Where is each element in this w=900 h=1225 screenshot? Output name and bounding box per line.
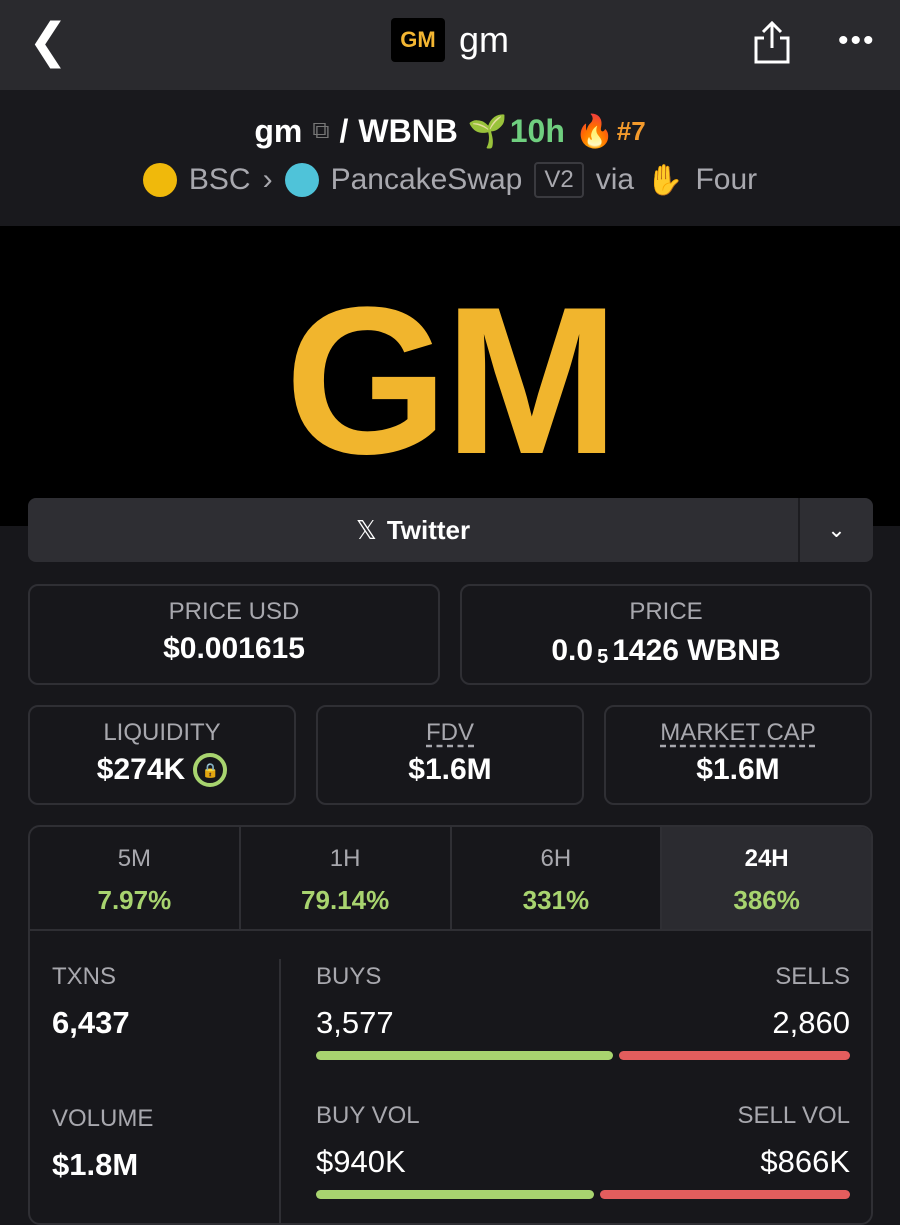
chevron-down-icon: ⌄	[827, 517, 846, 542]
top-bar: ❮ GM gm •••	[0, 0, 900, 90]
social-bar: 𝕏 Twitter ⌄	[28, 498, 873, 562]
buys-label: BUYS	[316, 963, 382, 990]
fdv-card: FDV $1.6M	[316, 705, 584, 805]
fdv-value: $1.6M	[408, 753, 492, 786]
tab-5m[interactable]: 5M 7.97%	[30, 827, 241, 929]
volume-value: $1.8M	[52, 1147, 139, 1182]
tab-label: 24H	[744, 845, 789, 872]
market-cap-label[interactable]: MARKET CAP	[660, 719, 816, 746]
banner-logo: GM	[284, 263, 619, 498]
app-title: GM gm	[0, 18, 900, 62]
price-usd-card: PRICE USD $0.001615	[28, 584, 440, 685]
tab-change: 7.97%	[97, 885, 172, 915]
sprout-icon: 🌱	[467, 113, 508, 149]
price-usd-value: $0.001615	[163, 632, 305, 665]
more-button[interactable]: •••	[838, 24, 876, 58]
dex-link[interactable]: PancakeSwap	[330, 163, 523, 196]
buys-bar	[316, 1051, 613, 1060]
buy-vol-label: BUY VOL	[316, 1102, 420, 1129]
price-native-label: PRICE	[629, 598, 703, 625]
pair-title: gm ⧉ / WBNB 🌱 10h 🔥 #7	[0, 112, 900, 150]
chain-link[interactable]: BSC	[188, 163, 251, 196]
tab-label: 5M	[117, 845, 152, 872]
price-native-card: PRICE 0.0 5 1426 WBNB	[460, 584, 872, 685]
price-prefix: 0.0	[551, 633, 594, 667]
sells-bar	[618, 1051, 850, 1060]
sell-vol-value: $866K	[760, 1144, 850, 1179]
copy-icon[interactable]: ⧉	[312, 117, 330, 144]
share-button[interactable]	[752, 20, 792, 64]
lock-icon[interactable]: 🔒	[193, 753, 228, 787]
buys-sells-bar	[316, 1051, 850, 1060]
hand-icon: ✋	[646, 163, 684, 197]
ellipsis-icon: •••	[838, 24, 876, 57]
base-token: gm	[254, 112, 303, 149]
pair-header: gm ⧉ / WBNB 🌱 10h 🔥 #7 BSC › PancakeSwap…	[0, 90, 900, 226]
launchpad-link[interactable]: Four	[695, 163, 758, 196]
liquidity-value: $274K	[96, 753, 186, 786]
back-button[interactable]: ❮	[28, 18, 68, 66]
timeframe-tabs: 5M 7.97% 1H 79.14% 6H 331% 24H 386%	[30, 827, 871, 931]
sell-vol-bar	[599, 1190, 850, 1199]
chevron-right-icon: ›	[262, 163, 273, 196]
tab-change: 331%	[522, 885, 590, 915]
route: BSC › PancakeSwap V2 via ✋ Four	[0, 162, 900, 198]
share-icon	[754, 20, 790, 64]
token-banner: GM	[0, 226, 900, 526]
tab-label: 6H	[540, 845, 572, 872]
token-title: gm	[458, 19, 509, 60]
tab-label: 1H	[329, 845, 361, 872]
volume-label: VOLUME	[52, 1105, 154, 1132]
buy-vol-value: $940K	[316, 1144, 406, 1179]
fdv-label[interactable]: FDV	[426, 719, 474, 746]
tab-change: 79.14%	[301, 885, 390, 915]
buys-value: 3,577	[316, 1005, 394, 1040]
via-text: via	[595, 163, 635, 196]
market-cap-card: MARKET CAP $1.6M	[604, 705, 872, 805]
fire-icon: 🔥	[574, 113, 615, 149]
liquidity-card: LIQUIDITY $274K 🔒	[28, 705, 296, 805]
chevron-left-icon: ❮	[28, 15, 69, 68]
price-usd-label: PRICE USD	[168, 598, 300, 625]
tab-change: 386%	[733, 885, 800, 915]
token-logo: GM	[390, 18, 445, 62]
version-badge: V2	[534, 162, 584, 198]
socials-dropdown[interactable]: ⌄	[798, 498, 873, 562]
stats-panel: 5M 7.97% 1H 79.14% 6H 331% 24H 386% TXNS 6,4…	[28, 825, 873, 1225]
sells-label: SELLS	[775, 963, 850, 990]
sells-value: 2,860	[772, 1005, 850, 1040]
price-native-value: 0.0 5 1426 WBNB	[462, 632, 870, 669]
tab-24h[interactable]: 24H 386%	[662, 827, 871, 929]
liquidity-label: LIQUIDITY	[103, 719, 221, 746]
twitter-label: Twitter	[386, 514, 471, 545]
price-digits: 1426 WBNB	[612, 633, 781, 667]
quote-token: WBNB	[358, 112, 458, 149]
volume-bar	[316, 1190, 850, 1199]
twitter-button[interactable]: 𝕏 Twitter	[28, 498, 798, 562]
trending-rank: #7	[616, 115, 646, 146]
pair-separator: /	[339, 112, 349, 149]
x-icon: 𝕏	[355, 514, 377, 545]
pair-age: 10h	[509, 112, 565, 149]
tab-6h[interactable]: 6H 331%	[452, 827, 663, 929]
tab-1h[interactable]: 1H 79.14%	[241, 827, 452, 929]
pancakeswap-icon	[284, 163, 319, 197]
txns-value: 6,437	[52, 1005, 130, 1040]
divider	[279, 959, 281, 1223]
sell-vol-label: SELL VOL	[737, 1102, 850, 1129]
buy-vol-bar	[316, 1190, 594, 1199]
market-cap-value: $1.6M	[696, 753, 780, 786]
price-zero-count: 5	[597, 646, 609, 668]
bnb-icon	[142, 163, 177, 197]
txns-label: TXNS	[52, 963, 117, 990]
